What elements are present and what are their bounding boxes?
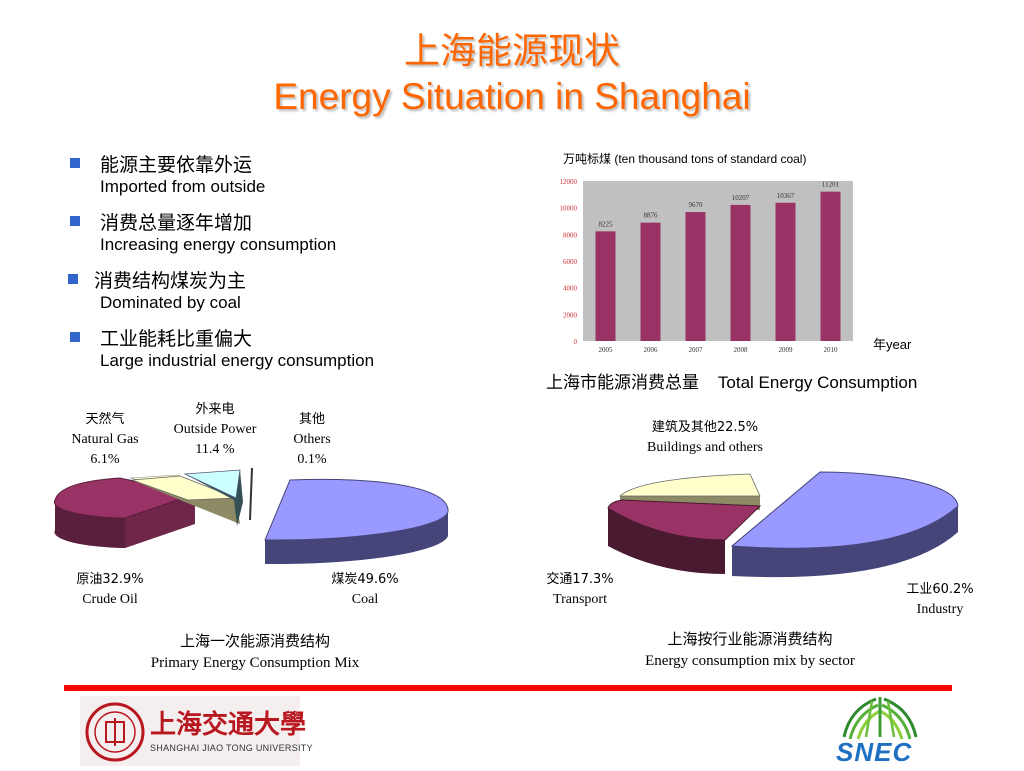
- pie-label-industry-en: Industry: [916, 602, 964, 617]
- pie-label-natural-gas-pct: 6.1%: [90, 452, 120, 467]
- sjtu-name-en: SHANGHAI JIAO TONG UNIVERSITY: [150, 743, 313, 753]
- bar-chart-plot-area: [583, 181, 853, 341]
- bullet-list: 能源主要依靠外运 Imported from outside 消费总量逐年增加 …: [68, 150, 510, 382]
- pie-label-transport: 交通17.3% Transport: [530, 570, 630, 610]
- pie-label-outside-power-cn: 外来电: [195, 402, 235, 417]
- bar-chart-bar: [730, 204, 751, 341]
- bullet-item-increasing: 消费总量逐年增加 Increasing energy consumption: [70, 208, 510, 266]
- bar-chart-value-label: 8876: [644, 212, 659, 220]
- snec-logo-text: SNEC: [836, 737, 913, 767]
- bullet-square-icon: [70, 158, 80, 168]
- pie-label-industry-cn: 工业60.2%: [906, 582, 974, 597]
- bar-chart-ytick-label: 8000: [563, 231, 578, 239]
- pie-chart-sector-caption: 上海按行业能源消费结构 Energy consumption mix by se…: [600, 628, 900, 672]
- bar-chart-ytick-label: 2000: [563, 311, 578, 319]
- pie-slice-coal: [264, 478, 449, 565]
- pie-chart-sector-title-cn: 上海按行业能源消费结构: [667, 630, 833, 648]
- pie-label-outside-power-en: Outside Power: [173, 422, 257, 437]
- bar-chart-xtick-label: 2005: [599, 346, 614, 354]
- footer-divider: [64, 685, 952, 691]
- bullet-text-cn: 工业能耗比重偏大: [100, 328, 253, 350]
- bar-chart-value-label: 9670: [689, 201, 704, 209]
- bullet-text-en: Dominated by coal: [100, 293, 241, 312]
- pie-label-transport-en: Transport: [553, 592, 607, 607]
- pie-label-crude-oil: 原油32.9% Crude Oil: [55, 570, 165, 610]
- bar-chart-total-energy: 0 2000 4000 6000 8000 10000 12000 8225 2005 8876 2…: [560, 178, 853, 354]
- bar-chart-value-label: 8225: [599, 220, 614, 228]
- pie-label-natural-gas-en: Natural Gas: [71, 432, 139, 447]
- pie-label-natural-gas: 天然气 Natural Gas 6.1%: [50, 410, 160, 470]
- bullet-text-en: Imported from outside: [100, 177, 266, 196]
- bar-chart-ytick-label: 0: [574, 338, 578, 346]
- pie-label-outside-power-pct: 11.4 %: [195, 442, 235, 457]
- pie-slice-transport: [607, 499, 762, 574]
- bullet-text-cn: 消费总量逐年增加: [100, 212, 253, 234]
- pie-label-coal-cn: 煤炭49.6%: [331, 572, 399, 587]
- pie-label-crude-oil-en: Crude Oil: [82, 592, 138, 607]
- bar-chart-xtick-label: 2007: [689, 346, 704, 354]
- pie-label-buildings-en: Buildings and others: [647, 440, 763, 455]
- sjtu-logo: 上海交通大學 SHANGHAI JIAO TONG UNIVERSITY: [80, 696, 313, 766]
- pie-slice-outside-power: [183, 469, 243, 526]
- sjtu-seal-icon: [80, 696, 300, 766]
- pie-chart-primary-title-en: Primary Energy Consumption Mix: [150, 655, 360, 671]
- bullet-text-en: Large industrial energy consumption: [100, 351, 375, 370]
- bar-chart-bar: [820, 191, 841, 341]
- bullet-text-en: Increasing energy consumption: [100, 235, 337, 254]
- bar-chart-bar: [775, 202, 796, 341]
- bullet-item-industrial: 工业能耗比重偏大 Large industrial energy consump…: [70, 324, 510, 382]
- bullet-text-cn: 消费结构煤炭为主: [94, 270, 247, 292]
- bar-chart-bar: [685, 212, 706, 341]
- bar-chart-ytick-label: 4000: [563, 285, 578, 293]
- pie-label-others: 其他 Others 0.1%: [272, 410, 352, 470]
- pie-label-outside-power: 外来电 Outside Power 11.4 %: [155, 400, 275, 460]
- bar-chart-unit-label: 万吨标煤 (ten thousand tons of standard coal…: [563, 152, 807, 166]
- bullet-text-cn: 能源主要依靠外运: [100, 154, 253, 176]
- pie-slice-industry: [730, 471, 959, 578]
- pie-label-buildings: 建筑及其他22.5% Buildings and others: [620, 418, 790, 458]
- snec-logo: SNEC: [830, 695, 930, 767]
- pie-label-others-en: Others: [293, 432, 331, 447]
- page-title-cn: 上海能源现状: [403, 31, 620, 72]
- bullet-square-icon: [70, 216, 80, 226]
- bar-chart-ytick-label: 12000: [560, 178, 578, 186]
- pie-label-crude-oil-cn: 原油32.9%: [76, 572, 144, 587]
- pie-chart-sector-title-en: Energy consumption mix by sector: [645, 653, 855, 669]
- snec-sunburst-icon: [842, 697, 918, 740]
- bar-chart-ytick-label: 6000: [563, 258, 578, 266]
- pie-chart-primary-title-cn: 上海一次能源消费结构: [179, 632, 330, 650]
- bullet-item-coal: 消费结构煤炭为主 Dominated by coal: [68, 266, 510, 324]
- pie-label-transport-cn: 交通17.3%: [546, 572, 614, 587]
- bar-chart-title: 上海市能源消费总量 Total Energy Consumption: [546, 373, 918, 392]
- pie-label-natural-gas-cn: 天然气: [85, 412, 125, 427]
- pie-chart-sector-energy: [607, 471, 959, 578]
- bar-chart-xtick-label: 2008: [734, 346, 749, 354]
- bar-chart-value-label: 10367: [777, 192, 795, 200]
- pie-label-others-pct: 0.1%: [297, 452, 327, 467]
- pie-label-coal: 煤炭49.6% Coal: [310, 570, 420, 610]
- pie-label-coal-en: Coal: [351, 592, 379, 607]
- pie-label-industry: 工业60.2% Industry: [895, 580, 985, 620]
- bullet-item-imported: 能源主要依靠外运 Imported from outside: [70, 150, 510, 208]
- pie-slice-others-line: [249, 467, 253, 521]
- bar-chart-xtick-label: 2010: [824, 346, 839, 354]
- bullet-square-icon: [68, 274, 78, 284]
- bar-chart-xlabel: 年year: [873, 337, 912, 352]
- pie-chart-primary-energy: [53, 467, 449, 565]
- bar-chart-bar: [595, 231, 616, 341]
- pie-label-others-cn: 其他: [298, 412, 325, 427]
- sjtu-name-cn: 上海交通大學: [150, 710, 307, 740]
- bar-chart-value-label: 10207: [732, 194, 750, 202]
- bar-chart-xtick-label: 2006: [644, 346, 659, 354]
- bar-chart-xtick-label: 2009: [779, 346, 794, 354]
- page-title-en: Energy Situation in Shanghai: [273, 76, 751, 117]
- bar-chart-ytick-label: 10000: [560, 205, 578, 213]
- bar-chart-value-label: 11201: [822, 181, 840, 189]
- bullet-square-icon: [70, 332, 80, 342]
- pie-label-buildings-cn: 建筑及其他22.5%: [651, 420, 759, 435]
- pie-chart-primary-caption: 上海一次能源消费结构 Primary Energy Consumption Mi…: [100, 630, 410, 674]
- bar-chart-bar: [640, 222, 661, 341]
